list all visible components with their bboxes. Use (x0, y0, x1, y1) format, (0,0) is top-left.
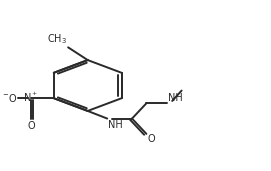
Text: NH: NH (168, 93, 183, 103)
Text: +: + (31, 91, 37, 96)
Text: O: O (148, 134, 155, 144)
Text: O: O (27, 121, 35, 131)
Text: CH$_3$: CH$_3$ (47, 32, 67, 46)
Text: N: N (24, 93, 31, 103)
Text: $^{-}$O: $^{-}$O (2, 92, 18, 104)
Text: NH: NH (108, 120, 123, 130)
